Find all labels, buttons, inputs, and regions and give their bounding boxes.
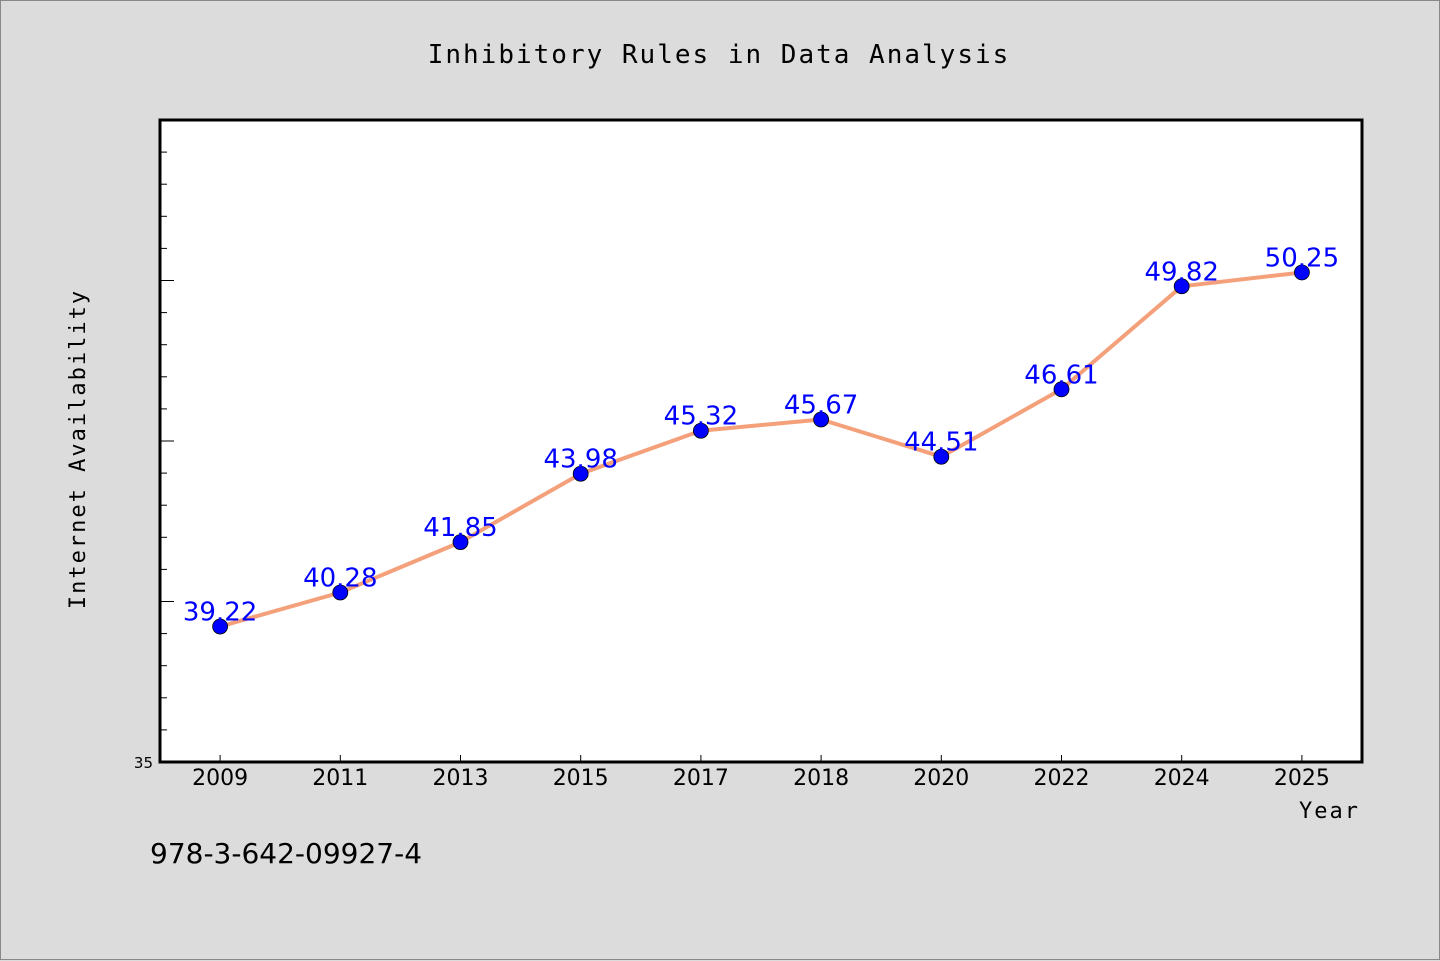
x-axis-ticks [219,755,1303,762]
x-tick-label: 2011 [312,766,368,791]
data-label: 43.98 [543,445,617,475]
data-point [452,534,469,551]
data-label: 44.51 [904,428,978,458]
x-tick-label: 2020 [913,766,969,791]
y-axis-label: Internet Availability [66,289,91,609]
data-label: 41.85 [423,513,497,543]
data-point [693,422,709,439]
x-tick-label: 2025 [1274,766,1330,791]
data-point [212,618,229,635]
data-point [1053,381,1070,398]
x-tick-label: 2024 [1154,766,1210,791]
data-label: 49.82 [1144,257,1218,287]
chart-title: Inhibitory Rules in Data Analysis [428,40,1011,70]
x-tick-label: 2017 [673,766,729,791]
data-label: 46.61 [1024,360,1098,390]
x-axis-label: Year [1299,799,1360,824]
data-label: 40.28 [303,564,377,594]
data-point [332,584,349,601]
data-label: 39.22 [183,598,257,628]
data-label: 50.25 [1265,243,1339,273]
data-label: 45.32 [664,402,738,432]
data-point [572,465,589,482]
data-point [1294,264,1310,281]
data-markers [212,264,1310,635]
x-tick-label: 2009 [192,766,248,791]
x-tick-label: 2015 [553,766,609,791]
x-tick-label: 2022 [1034,766,1090,791]
isbn-text: 978-3-642-09927-4 [150,837,422,870]
data-label: 45.67 [784,390,858,420]
x-tick-label: 2013 [433,766,489,791]
data-point [933,448,950,465]
data-point [813,411,829,428]
plot-area [158,118,1364,764]
data-point [1173,278,1190,295]
x-tick-label: 2018 [793,766,849,791]
data-labels: 39.22 40.28 41.85 43.98 45.32 45.67 44.51 46.61… [183,243,1339,627]
y-axis-ticks [160,119,174,763]
y-tick-label-35: 35 [134,754,153,772]
series-line [218,270,1304,629]
x-axis-tick-labels: 2009 2011 2013 2015 2017 2018 2020 2022 2024 2025 [192,766,1330,791]
